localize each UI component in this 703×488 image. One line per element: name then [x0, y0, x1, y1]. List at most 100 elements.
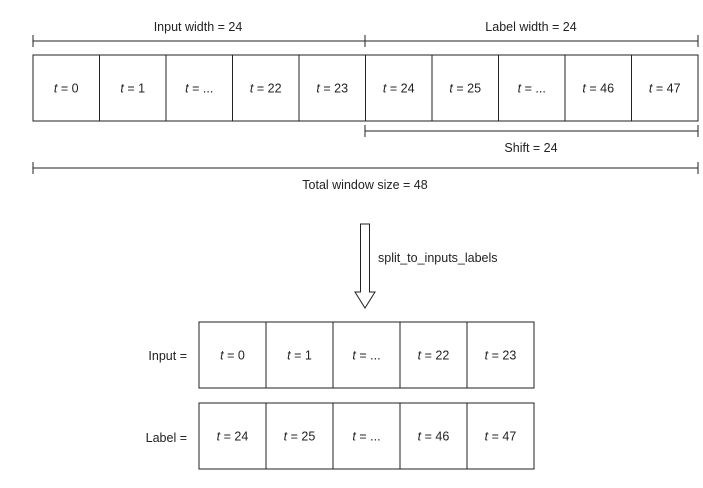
- cell-variable: t: [449, 82, 453, 96]
- cell-variable: t: [352, 349, 356, 363]
- time-step-cell: t = 46: [399, 402, 468, 470]
- cell-label: t = 47: [649, 82, 681, 96]
- cell-box: [298, 54, 366, 122]
- cell-label: t = ...: [185, 82, 213, 96]
- down-arrow-icon: [354, 223, 376, 309]
- time-step-cell: t = ...: [332, 402, 401, 470]
- cell-label: t = 46: [418, 430, 450, 444]
- time-step-cell: t = 23: [298, 54, 366, 122]
- time-step-cell: t = ...: [332, 321, 401, 389]
- cell-box: [399, 402, 468, 470]
- cell-label: t = 0: [54, 82, 79, 96]
- cell-box: [466, 402, 535, 470]
- label-width-label: Label width = 24: [485, 20, 576, 34]
- cell-value: = 47: [488, 430, 516, 444]
- cell-variable: t: [518, 82, 522, 96]
- cell-box: [365, 54, 433, 122]
- cell-variable: t: [418, 349, 422, 363]
- cell-value: = 25: [453, 82, 481, 96]
- cell-box: [466, 321, 535, 389]
- cell-box: [399, 321, 468, 389]
- cell-box: [631, 54, 699, 122]
- cell-value: = ...: [356, 430, 381, 444]
- input-width-label: Input width = 24: [154, 20, 243, 34]
- cell-label: t = 25: [284, 430, 316, 444]
- cell-box: [332, 402, 401, 470]
- cell-box: [232, 54, 300, 122]
- cell-box: [265, 321, 334, 389]
- cell-value: = ...: [356, 349, 381, 363]
- cell-value: = ...: [189, 82, 214, 96]
- inputs-row-label: Input =: [148, 349, 187, 363]
- cell-variable: t: [284, 430, 288, 444]
- time-step-cell: t = 22: [399, 321, 468, 389]
- cell-variable: t: [185, 82, 189, 96]
- cell-label: t = 24: [217, 430, 249, 444]
- cell-value: = 0: [57, 82, 78, 96]
- cell-label: t = 47: [485, 430, 517, 444]
- cell-label: t = 22: [418, 349, 450, 363]
- total-window-bracket: [32, 162, 699, 174]
- cell-value: = ...: [521, 82, 546, 96]
- cell-variable: t: [418, 430, 422, 444]
- cell-label: t = 1: [287, 349, 312, 363]
- cell-variable: t: [120, 82, 124, 96]
- cell-label: t = 23: [316, 82, 348, 96]
- labels-row-label: Label =: [146, 431, 187, 445]
- cell-variable: t: [217, 430, 221, 444]
- cell-value: = 23: [320, 82, 348, 96]
- cell-label: t = ...: [352, 430, 380, 444]
- cell-variable: t: [250, 82, 254, 96]
- cell-variable: t: [649, 82, 653, 96]
- cell-box: [498, 54, 566, 122]
- labels-cells-row: t = 24 t = 25 t = ... t = 46 t = 47: [198, 402, 535, 470]
- time-step-cell: t = 22: [232, 54, 300, 122]
- cell-box: [32, 54, 100, 122]
- time-step-cell: t = 24: [198, 402, 267, 470]
- cell-label: t = ...: [352, 349, 380, 363]
- time-step-cell: t = 46: [564, 54, 632, 122]
- cell-value: = 47: [652, 82, 680, 96]
- cell-variable: t: [316, 82, 320, 96]
- cell-value: = 24: [220, 430, 248, 444]
- cell-variable: t: [485, 349, 489, 363]
- cell-value: = 1: [291, 349, 312, 363]
- cell-label: t = 0: [220, 349, 245, 363]
- cell-variable: t: [220, 349, 224, 363]
- time-step-cell: t = 0: [32, 54, 100, 122]
- cell-box: [332, 321, 401, 389]
- cell-variable: t: [352, 430, 356, 444]
- total-window-label: Total window size = 48: [302, 178, 427, 192]
- cell-value: = 24: [386, 82, 414, 96]
- time-step-cell: t = 25: [265, 402, 334, 470]
- time-step-cell: t = 0: [198, 321, 267, 389]
- cell-variable: t: [485, 430, 489, 444]
- cell-box: [198, 321, 267, 389]
- cell-variable: t: [582, 82, 586, 96]
- cell-value: = 1: [124, 82, 145, 96]
- cell-value: = 22: [253, 82, 281, 96]
- time-step-cell: t = 47: [631, 54, 699, 122]
- cell-label: t = 24: [383, 82, 415, 96]
- cell-box: [265, 402, 334, 470]
- time-step-cell: t = ...: [165, 54, 233, 122]
- cell-label: t = 25: [449, 82, 481, 96]
- time-step-cell: t = 47: [466, 402, 535, 470]
- cell-value: = 46: [421, 430, 449, 444]
- cell-variable: t: [287, 349, 291, 363]
- cell-box: [198, 402, 267, 470]
- time-step-cell: t = 25: [431, 54, 499, 122]
- split-function-label: split_to_inputs_labels: [378, 251, 498, 265]
- cell-label: t = 46: [582, 82, 614, 96]
- cell-label: t = 23: [485, 349, 517, 363]
- cell-value: = 22: [421, 349, 449, 363]
- cell-variable: t: [383, 82, 387, 96]
- time-step-cell: t = 1: [265, 321, 334, 389]
- cell-box: [99, 54, 167, 122]
- cell-value: = 46: [586, 82, 614, 96]
- shift-label: Shift = 24: [504, 141, 557, 155]
- time-step-cell: t = ...: [498, 54, 566, 122]
- input-width-bracket: [32, 35, 366, 47]
